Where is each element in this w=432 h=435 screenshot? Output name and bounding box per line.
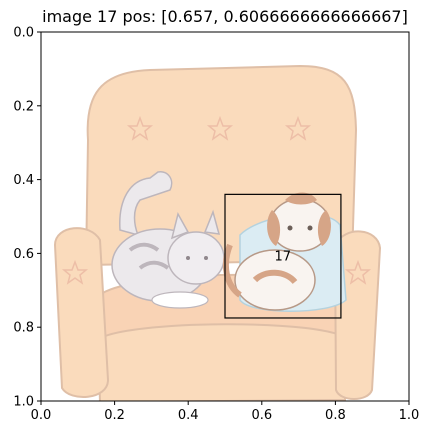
x-tick-label: 0.8 — [325, 408, 346, 423]
chair-stars — [61, 115, 372, 285]
y-tick-label: 0.0 — [13, 26, 34, 41]
y-tick-label: 0.2 — [13, 99, 34, 114]
dog-figure — [222, 192, 347, 312]
chair-left-arm — [53, 227, 110, 399]
annotation-layer: 17 — [224, 193, 342, 319]
chair-seat-front — [96, 323, 350, 401]
annotation-label: 17 — [275, 249, 292, 264]
y-tick-label: 0.8 — [13, 321, 34, 336]
x-tick-label: 0.2 — [104, 408, 125, 423]
x-tick-label: 0.6 — [251, 408, 272, 423]
x-axis: 0.0 0.2 0.4 0.6 0.8 1.0 — [31, 401, 420, 423]
y-tick-label: 0.4 — [13, 173, 34, 188]
y-tick-label: 1.0 — [13, 395, 34, 410]
x-tick-label: 0.4 — [178, 408, 199, 423]
chair-right-arm — [333, 230, 382, 400]
y-tick-label: 0.6 — [13, 247, 34, 262]
axes-frame — [40, 31, 410, 402]
illustration — [53, 64, 382, 401]
x-tick-label: 1.0 — [399, 408, 420, 423]
chart-title: image 17 pos: [0.657, 0.6066666666666667… — [42, 7, 408, 26]
annotation-box — [224, 193, 342, 319]
x-tick-label: 0.0 — [31, 408, 52, 423]
cat-figure — [111, 171, 225, 309]
y-axis: 0.0 0.2 0.4 0.6 0.8 1.0 — [13, 26, 41, 410]
